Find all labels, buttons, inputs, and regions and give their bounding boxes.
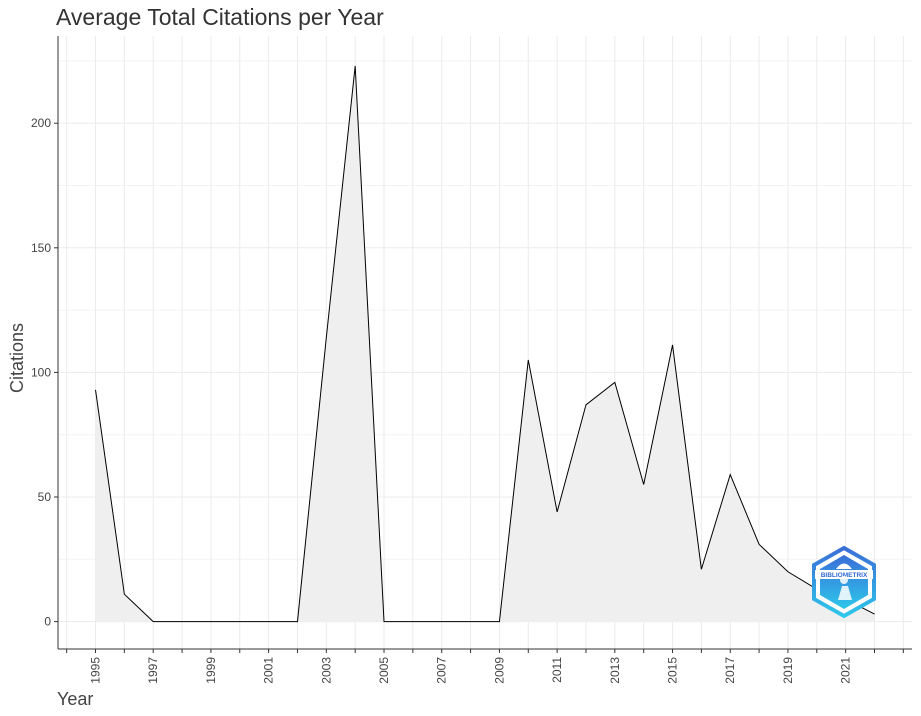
y-tick-label: 0	[44, 615, 51, 629]
x-tick-label: 2013	[608, 657, 622, 684]
x-tick-label: 2019	[781, 657, 795, 684]
x-tick-label: 2003	[319, 657, 333, 684]
x-ticks: 1995 1997 1999 2001 2003 2005 2007 2009 2011 2013…	[66, 649, 904, 684]
x-tick-label: 2009	[492, 657, 506, 684]
logo-figure-icon	[838, 576, 852, 600]
area-fill	[95, 65, 875, 622]
x-tick-label: 2005	[377, 657, 391, 684]
x-tick-label: 1999	[204, 657, 218, 684]
y-tick-label: 150	[31, 241, 51, 255]
chart-title: Average Total Citations per Year	[56, 4, 384, 30]
x-tick-label: 2011	[550, 657, 564, 683]
bibliometrix-logo: BIBLIOMETRIX	[812, 545, 876, 619]
axes	[57, 36, 912, 650]
y-tick-label: 50	[38, 490, 52, 504]
x-axis-title: Year	[57, 689, 93, 709]
y-axis-title: Citations	[7, 323, 27, 393]
grid-minor	[58, 60, 912, 560]
x-tick-label: 2021	[839, 657, 853, 684]
grid-major	[58, 36, 912, 649]
x-tick-label: 1995	[89, 657, 103, 684]
x-tick-label: 2015	[666, 657, 680, 684]
y-tick-label: 100	[31, 365, 51, 379]
logo-text: BIBLIOMETRIX	[821, 572, 868, 579]
logo-dome-icon	[836, 563, 852, 569]
x-tick-label: 2007	[435, 657, 449, 684]
x-tick-label: 1997	[146, 657, 160, 684]
logo-banner	[815, 570, 873, 579]
x-tick-label: 2001	[262, 657, 276, 684]
x-tick-label: 2017	[723, 657, 737, 684]
data-points	[95, 66, 874, 622]
y-tick-label: 200	[31, 116, 51, 130]
y-ticks: 0 50 100 150 200	[31, 116, 58, 629]
data-line	[95, 65, 875, 623]
